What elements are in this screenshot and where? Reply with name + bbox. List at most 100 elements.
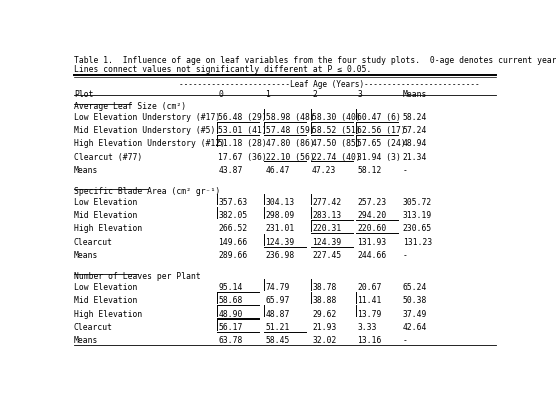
Text: 220.60: 220.60 <box>358 224 386 234</box>
Text: 3: 3 <box>358 90 362 99</box>
Text: 283.13: 283.13 <box>312 211 341 220</box>
Text: 0: 0 <box>218 90 223 99</box>
Text: 244.66: 244.66 <box>358 251 386 260</box>
Text: 62.56 (17): 62.56 (17) <box>358 126 406 135</box>
Text: 236.98: 236.98 <box>266 251 295 260</box>
Text: 58.45: 58.45 <box>266 336 290 345</box>
Text: Low Elevation Understory (#17): Low Elevation Understory (#17) <box>74 113 220 122</box>
Text: 58.12: 58.12 <box>358 166 382 175</box>
Text: 58.30 (40): 58.30 (40) <box>312 113 361 122</box>
Text: Means: Means <box>403 90 427 99</box>
Text: 32.02: 32.02 <box>312 336 336 345</box>
Text: 48.90: 48.90 <box>218 310 242 318</box>
Text: 298.09: 298.09 <box>266 211 295 220</box>
Text: 42.64: 42.64 <box>403 323 427 332</box>
Text: 74.79: 74.79 <box>266 283 290 292</box>
Text: 11.41: 11.41 <box>358 296 382 305</box>
Text: Means: Means <box>74 336 98 345</box>
Text: 57.65 (24): 57.65 (24) <box>358 140 406 148</box>
Text: Means: Means <box>74 251 98 260</box>
Text: High Elevation Understory (#12): High Elevation Understory (#12) <box>74 140 225 148</box>
Text: Clearcut: Clearcut <box>74 323 113 332</box>
Text: 20.67: 20.67 <box>358 283 382 292</box>
Text: 46.47: 46.47 <box>266 166 290 175</box>
Text: 53.01 (41): 53.01 (41) <box>218 126 267 135</box>
Text: 29.62: 29.62 <box>312 310 336 318</box>
Text: 58.24: 58.24 <box>403 113 427 122</box>
Text: Mid Elevation: Mid Elevation <box>74 211 137 220</box>
Text: 227.45: 227.45 <box>312 251 341 260</box>
Text: 57.24: 57.24 <box>403 126 427 135</box>
Text: -: - <box>403 166 408 175</box>
Text: 257.23: 257.23 <box>358 198 386 207</box>
Text: 95.14: 95.14 <box>218 283 242 292</box>
Text: 58.68: 58.68 <box>218 296 242 305</box>
Text: High Elevation: High Elevation <box>74 310 142 318</box>
Text: 48.87: 48.87 <box>266 310 290 318</box>
Text: 289.66: 289.66 <box>218 251 247 260</box>
Text: Specific Blade Area (cm² gr⁻¹): Specific Blade Area (cm² gr⁻¹) <box>74 187 220 196</box>
Text: 51.18 (28): 51.18 (28) <box>218 140 267 148</box>
Text: 305.72: 305.72 <box>403 198 432 207</box>
Text: 65.24: 65.24 <box>403 283 427 292</box>
Text: 149.66: 149.66 <box>218 238 247 247</box>
Text: 231.01: 231.01 <box>266 224 295 234</box>
Text: Low Elevation: Low Elevation <box>74 198 137 207</box>
Text: High Elevation: High Elevation <box>74 224 142 234</box>
Text: Clearcut: Clearcut <box>74 238 113 247</box>
Text: 124.39: 124.39 <box>312 238 341 247</box>
Text: 230.65: 230.65 <box>403 224 432 234</box>
Text: 38.88: 38.88 <box>312 296 336 305</box>
Text: 37.49: 37.49 <box>403 310 427 318</box>
Text: 65.97: 65.97 <box>266 296 290 305</box>
Text: 1: 1 <box>266 90 270 99</box>
Text: 22.74 (40): 22.74 (40) <box>312 153 361 162</box>
Text: 304.13: 304.13 <box>266 198 295 207</box>
Text: 56.48 (29): 56.48 (29) <box>218 113 267 122</box>
Text: Means: Means <box>74 166 98 175</box>
Text: 38.78: 38.78 <box>312 283 336 292</box>
Text: Clearcut (#77): Clearcut (#77) <box>74 153 142 162</box>
Text: 48.94: 48.94 <box>403 140 427 148</box>
Text: 357.63: 357.63 <box>218 198 247 207</box>
Text: Table 1.  Influence of age on leaf variables from the four study plots.  0-age d: Table 1. Influence of age on leaf variab… <box>74 56 556 65</box>
Text: 277.42: 277.42 <box>312 198 341 207</box>
Text: 58.98 (48): 58.98 (48) <box>266 113 314 122</box>
Text: 50.38: 50.38 <box>403 296 427 305</box>
Text: Low Elevation: Low Elevation <box>74 283 137 292</box>
Text: 220.31: 220.31 <box>312 224 341 234</box>
Text: Mid Elevation: Mid Elevation <box>74 296 137 305</box>
Text: 57.48 (59): 57.48 (59) <box>266 126 314 135</box>
Text: -: - <box>403 336 408 345</box>
Text: 47.23: 47.23 <box>312 166 336 175</box>
Text: 21.34: 21.34 <box>403 153 427 162</box>
Text: 21.93: 21.93 <box>312 323 336 332</box>
Text: 13.79: 13.79 <box>358 310 382 318</box>
Text: 31.94 (3): 31.94 (3) <box>358 153 401 162</box>
Text: Plot: Plot <box>74 90 93 99</box>
Text: Average Leaf Size (cm²): Average Leaf Size (cm²) <box>74 102 186 111</box>
Text: ------------------------Leaf Age (Years)-------------------------: ------------------------Leaf Age (Years)… <box>180 80 480 89</box>
Text: 131.93: 131.93 <box>358 238 386 247</box>
Text: 51.21: 51.21 <box>266 323 290 332</box>
Text: 313.19: 313.19 <box>403 211 432 220</box>
Text: 131.23: 131.23 <box>403 238 432 247</box>
Text: 2: 2 <box>312 90 317 99</box>
Text: 124.39: 124.39 <box>266 238 295 247</box>
Text: 58.52 (51): 58.52 (51) <box>312 126 361 135</box>
Text: Mid Elevation Understory (#5): Mid Elevation Understory (#5) <box>74 126 215 135</box>
Text: 60.47 (6): 60.47 (6) <box>358 113 401 122</box>
Text: 47.80 (86): 47.80 (86) <box>266 140 314 148</box>
Text: 294.20: 294.20 <box>358 211 386 220</box>
Text: Number of Leaves per Plant: Number of Leaves per Plant <box>74 272 201 281</box>
Text: 43.87: 43.87 <box>218 166 242 175</box>
Text: 266.52: 266.52 <box>218 224 247 234</box>
Text: 3.33: 3.33 <box>358 323 377 332</box>
Text: Lines connect values not significantly different at P ≤ 0.05.: Lines connect values not significantly d… <box>74 65 371 74</box>
Text: 17.67 (36): 17.67 (36) <box>218 153 267 162</box>
Text: 382.05: 382.05 <box>218 211 247 220</box>
Text: 47.50 (85): 47.50 (85) <box>312 140 361 148</box>
Text: 13.16: 13.16 <box>358 336 382 345</box>
Text: 22.10 (56): 22.10 (56) <box>266 153 314 162</box>
Text: 56.17: 56.17 <box>218 323 242 332</box>
